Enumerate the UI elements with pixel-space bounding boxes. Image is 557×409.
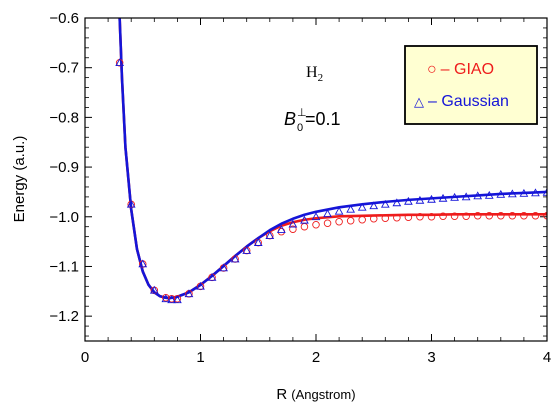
gaussian-point [242,246,252,254]
gaussian-point [323,209,332,218]
giao-point [370,215,378,223]
legend-gaussian-marker: △ [414,94,424,109]
giao-point [346,216,355,225]
gaussian-point [276,225,286,234]
legend-giao-marker: ○ [427,61,437,78]
legend: ○ – GIAO △ – Gaussian [404,45,538,125]
gaussian-point [265,231,275,239]
series-layer [115,18,547,304]
giao-point [543,212,547,220]
gaussian-point [149,285,159,294]
y-tick-label: −0.7 [49,60,79,77]
y-tick-label: −1.0 [49,209,79,226]
gaussian-point [415,195,425,204]
gaussian-point [473,191,483,200]
gaussian-point [531,188,540,197]
gaussian-point [311,212,321,221]
giao-point [404,213,413,222]
gaussian-point [369,201,379,210]
y-tick-label: −1.2 [49,308,79,325]
y-tick-label: −0.6 [49,10,79,27]
giao-point [289,225,297,233]
tick-label-layer: 0 1 2 3 4 −1.2 −1.1 −1.0 −0.9 −0.8 −0.7 −0.6 [49,10,551,366]
x-tick-label: 3 [427,349,435,366]
field-annotation: B⊥ 0 =0.1 [284,107,341,134]
giao-point [323,219,332,227]
giao-point [462,212,470,221]
giao-point [335,217,343,226]
gaussian-point [300,215,309,224]
gaussian-point [173,295,182,304]
gaussian-point [138,259,148,268]
gaussian-fit-curve [118,18,547,300]
gaussian-point [184,289,194,298]
giao-point [531,212,540,220]
field-value: =0.1 [305,109,341,129]
gaussian-point [542,187,547,196]
giao-point [393,214,401,222]
molecule-base: H [306,64,318,81]
x-tick-label: 4 [543,349,551,366]
gaussian-point [438,193,448,202]
gaussian-point [346,204,356,213]
gaussian-point [380,199,390,208]
x-axis-label-main: R [276,386,287,403]
x-tick-label: 0 [81,349,89,366]
y-tick-label: −0.8 [49,109,79,126]
gaussian-point [507,189,517,198]
gaussian-point [126,199,136,208]
x-axis-label: R (Angstrom) [276,386,355,403]
gaussian-point [496,189,506,198]
giao-point [439,212,447,221]
gaussian-point [484,190,494,199]
y-axis-label: Energy (a.u.) [11,136,28,223]
gaussian-point [334,206,344,215]
gaussian-point [219,263,228,272]
gaussian-point [357,202,367,211]
giao-point [450,212,459,221]
gaussian-point [427,194,436,203]
giao-point [427,213,436,221]
field-symbol: B [284,109,296,129]
x-axis-label-unit: (Angstrom) [291,387,355,402]
giao-point [485,212,494,220]
gaussian-point [404,196,413,205]
gaussian-point [196,281,205,290]
legend-item-gaussian: △ – Gaussian [414,93,509,110]
x-tick-label: 1 [196,349,204,366]
giao-point [416,213,424,221]
field-superscript: ⊥ [297,107,307,119]
gaussian-point [115,58,125,67]
legend-box [404,45,538,125]
gaussian-point [230,254,240,263]
gaussian-point [253,238,263,246]
gaussian-point [207,272,217,281]
gaussian-point [161,294,171,303]
gaussian-point [519,188,529,197]
giao-point [508,212,517,220]
giao-point [381,214,390,223]
giao-point [312,220,320,229]
x-tick-label: 2 [312,349,320,366]
legend-gaussian-label: – Gaussian [428,93,509,110]
gaussian-point [392,198,402,207]
gaussian-point [288,219,298,228]
legend-item-giao: ○ – GIAO [427,61,494,78]
y-tick-label: −1.1 [49,258,79,275]
molecule-subscript: 2 [318,72,324,84]
giao-point [520,212,528,220]
gaussian-point [461,192,471,201]
gaussian-point [167,295,176,304]
giao-point [358,216,366,224]
plot-frame [84,17,548,342]
giao-point [473,212,482,220]
molecule-annotation: H2 [306,64,323,84]
legend-giao-label: – GIAO [441,61,494,78]
giao-point [497,212,505,220]
field-subscript: 0 [297,122,303,134]
y-tick-label: −0.9 [49,159,79,176]
gaussian-point [450,192,459,201]
